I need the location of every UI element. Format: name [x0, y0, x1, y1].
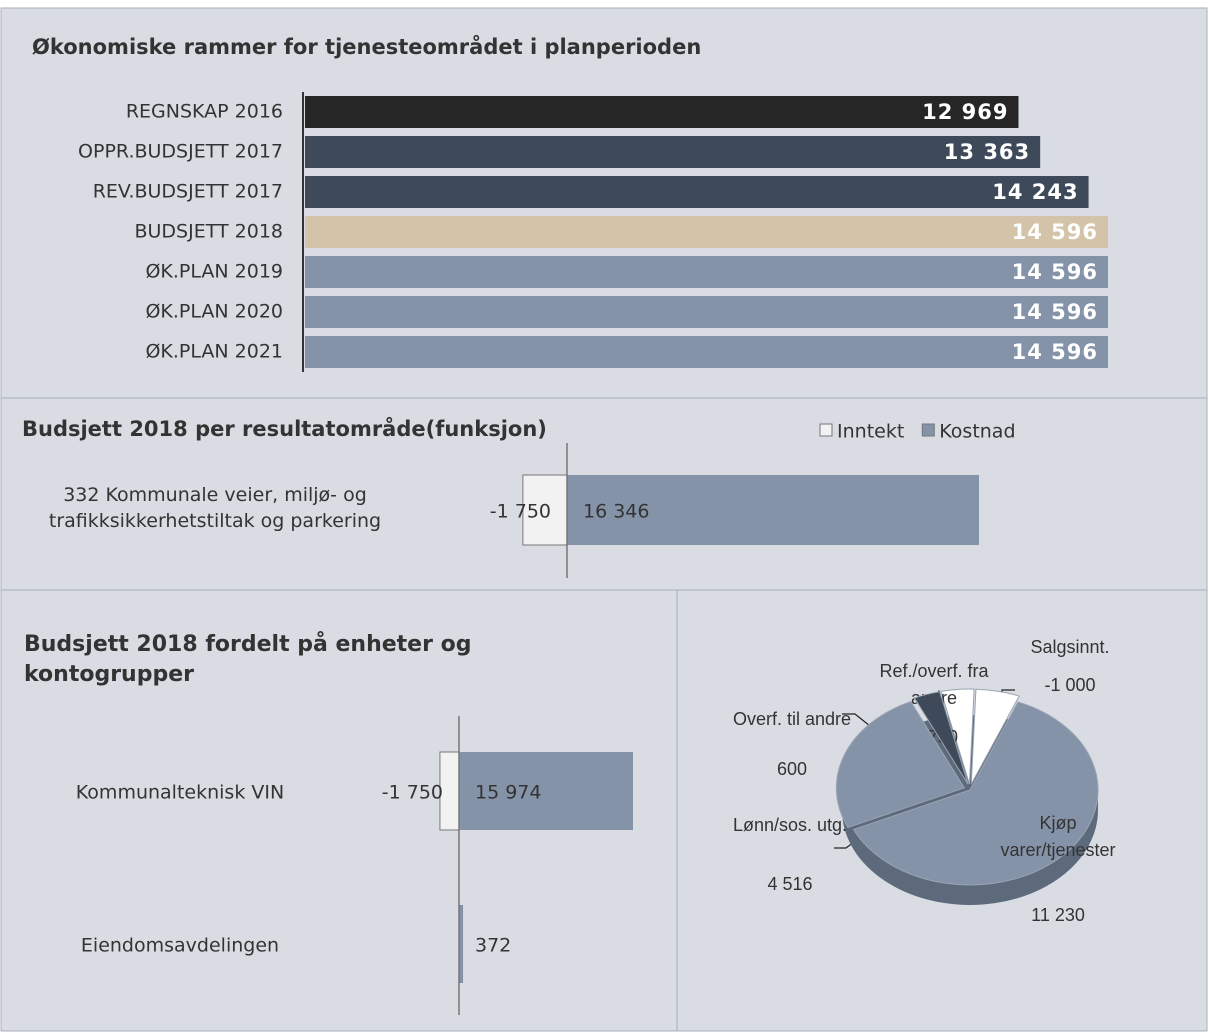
value-label: 15 974 [475, 782, 541, 804]
pie-slice [970, 688, 1020, 785]
legend-label: Kostnad [939, 421, 1015, 443]
pie-label-box: Lønn/sos. utg. [732, 815, 848, 835]
pie-slice [852, 701, 1099, 886]
bar [459, 905, 464, 983]
pie-value-label: -1 000 [1044, 675, 1095, 695]
category-label: ØK.PLAN 2019 [145, 261, 283, 283]
legend-label: Inntekt [837, 421, 904, 443]
bar [305, 256, 1108, 288]
bar [305, 96, 1019, 128]
value-label: 14 596 [1012, 340, 1098, 364]
pie-label-box: Kjøp varer/tjenester [1000, 813, 1116, 860]
value-label: 14 596 [1012, 300, 1098, 324]
bar [567, 475, 979, 545]
chart-title: Økonomiske rammer for tjenesteområdet i … [32, 34, 701, 59]
bar [305, 296, 1108, 328]
pie-slice [913, 691, 969, 785]
pie-label: Kjøp varer/tjenester [1000, 813, 1116, 860]
value-label: 12 969 [922, 100, 1008, 124]
bar [305, 176, 1089, 208]
category-label: ØK.PLAN 2020 [145, 301, 283, 323]
category-label: 332 Kommunale veier, miljø- og trafikksi… [48, 484, 382, 532]
bar [522, 474, 568, 546]
category-label: Kommunalteknisk VIN [76, 782, 284, 804]
pie-slice [835, 701, 966, 829]
value-label: 14 243 [992, 180, 1078, 204]
pie-label-box: Overf. til andre [732, 709, 852, 729]
value-label: -1 750 [382, 782, 443, 804]
category-label: ØK.PLAN 2021 [145, 341, 283, 363]
pie-slice [940, 688, 975, 785]
bar [305, 336, 1108, 368]
legend-swatch [819, 423, 833, 437]
bar [305, 136, 1041, 168]
pie-label: Salgsinnt. [1030, 637, 1110, 657]
bar [459, 752, 633, 830]
category-label: BUDSJETT 2018 [134, 221, 283, 243]
pie-value-label: 600 [777, 759, 807, 779]
category-label: REGNSKAP 2016 [126, 101, 283, 123]
value-label: 16 346 [583, 501, 649, 523]
category-box: 332 Kommunale veier, miljø- og trafikksi… [48, 484, 382, 532]
category-label: OPPR.BUDSJETT 2017 [78, 141, 283, 163]
category-label: Eiendomsavdelingen [81, 935, 279, 957]
chart-title: Budsjett 2018 per resultatområde(funksjo… [22, 416, 547, 441]
value-label: 14 596 [1012, 220, 1098, 244]
value-label: 14 596 [1012, 260, 1098, 284]
pie-label: Lønn/sos. utg. [732, 815, 848, 835]
pie-label-box: Salgsinnt. [1030, 637, 1110, 657]
legend-swatch [921, 423, 935, 437]
category-label: REV.BUDSJETT 2017 [93, 181, 283, 203]
pie-value-label: 11 230 [1031, 905, 1085, 925]
pie-label: Overf. til andre [732, 709, 852, 729]
bar [305, 216, 1108, 248]
value-label: -1 750 [490, 501, 551, 523]
value-label: 13 363 [944, 140, 1030, 164]
pie-value-label: 4 516 [767, 874, 812, 894]
chart-title-box: Budsjett 2018 fordelt på enheter og kont… [24, 632, 472, 687]
chart-title: Budsjett 2018 fordelt på enheter og kont… [24, 632, 472, 687]
value-label: 372 [475, 935, 511, 957]
